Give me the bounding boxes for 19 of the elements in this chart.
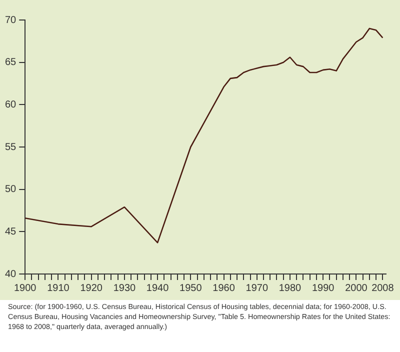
x-tick-label: 2008	[372, 282, 394, 294]
y-tick-label: 60	[5, 99, 17, 110]
y-tick-label: 70	[5, 14, 17, 26]
x-tick-label: 1920	[80, 282, 103, 294]
x-tick-label: 1910	[47, 282, 70, 294]
y-tick-label: 50	[5, 184, 17, 196]
y-tick-label: 40	[5, 268, 17, 280]
y-tick-label: 65	[5, 57, 17, 68]
y-tick-label: 45	[5, 226, 17, 238]
x-tick-label: 1960	[212, 282, 236, 294]
y-tick-label: 55	[5, 142, 17, 153]
x-tick-label: 1950	[180, 282, 202, 294]
x-tick-label: 1930	[113, 282, 136, 294]
x-tick-label: 1970	[246, 282, 268, 294]
x-tick-label: 1990	[312, 282, 335, 294]
x-tick-label: 1900	[14, 282, 37, 294]
x-tick-label: 1980	[278, 282, 302, 294]
x-tick-label: 2000	[345, 282, 368, 294]
x-tick-label: 1940	[146, 282, 170, 294]
